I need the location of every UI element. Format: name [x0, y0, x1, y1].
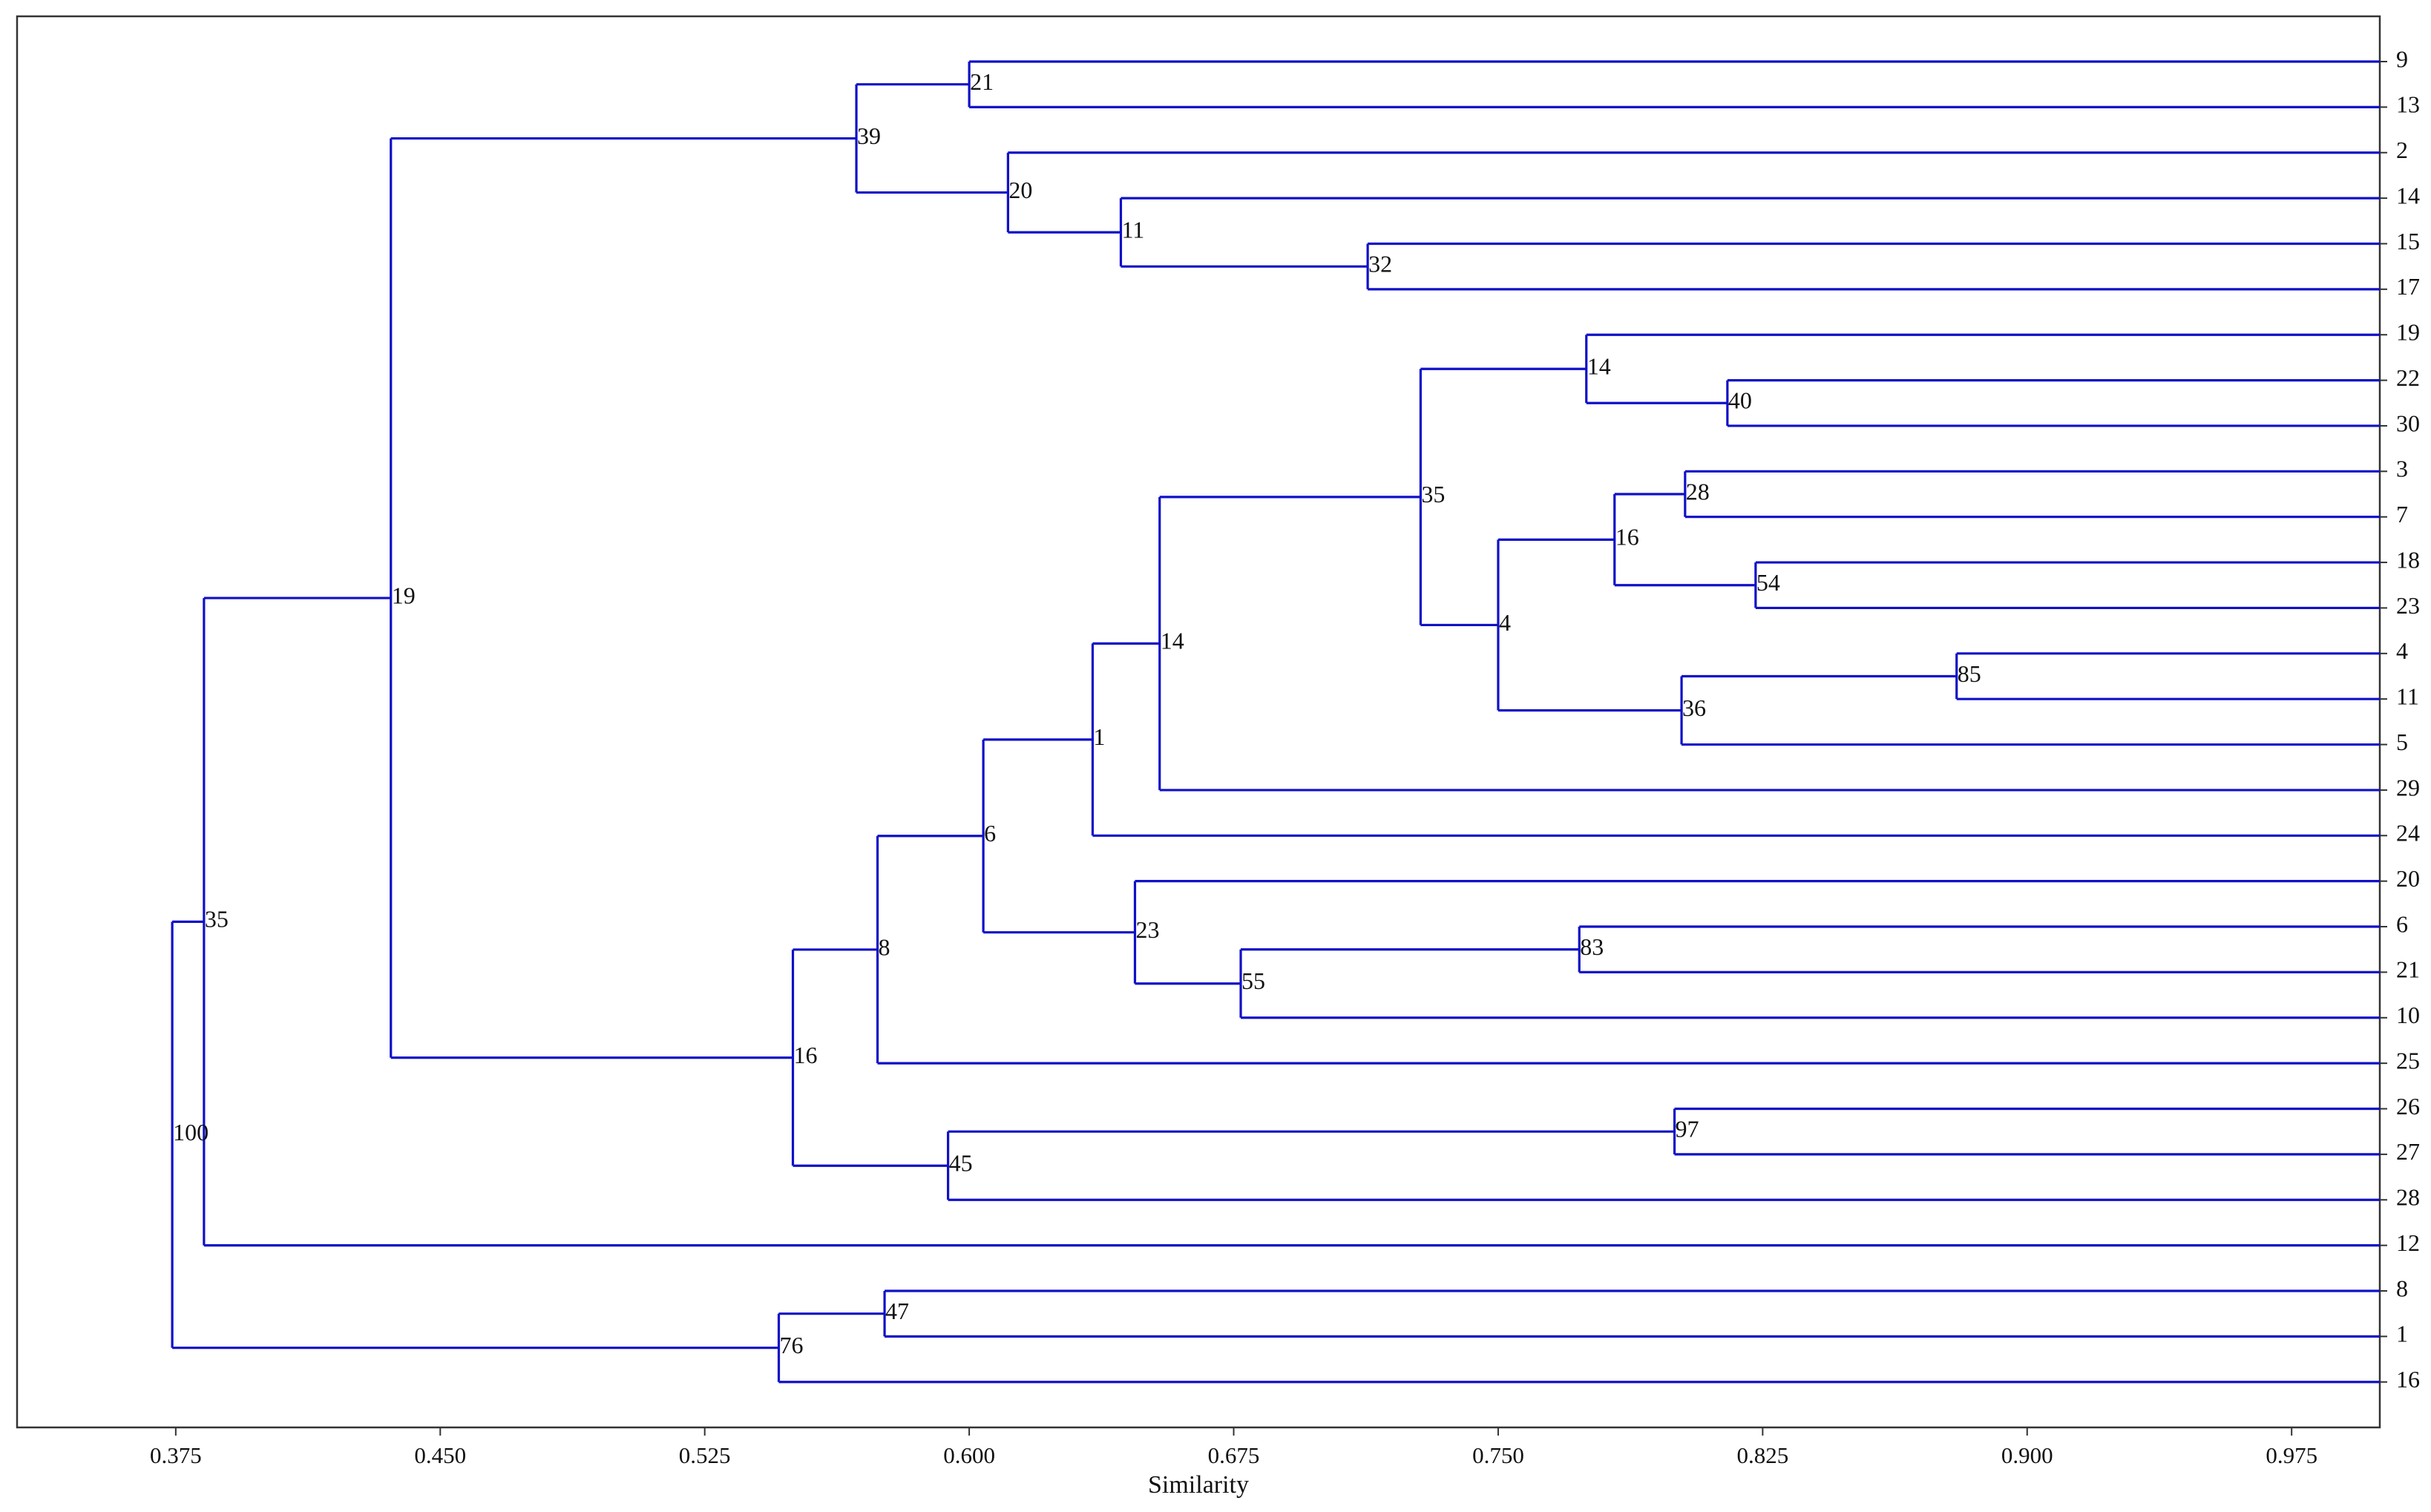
x-tick-label: 0.450 [414, 1442, 466, 1468]
x-axis-title: Similarity [1148, 1471, 1249, 1499]
leaf-label: 4 [2396, 637, 2408, 664]
node-label: 54 [1756, 569, 1780, 596]
leaf-label: 28 [2396, 1184, 2420, 1211]
node-label: 35 [205, 906, 229, 933]
node-label: 36 [1682, 694, 1706, 721]
node-label: 40 [1728, 387, 1752, 414]
leaf-label: 2 [2396, 137, 2408, 163]
leaf-label: 10 [2396, 1002, 2420, 1028]
node-label: 11 [1121, 216, 1144, 243]
leaf-label: 1 [2396, 1321, 2408, 1347]
leaf-label: 19 [2396, 319, 2420, 346]
leaf-label: 21 [2396, 956, 2420, 983]
node-label: 32 [1368, 251, 1392, 277]
node-label: 76 [779, 1332, 803, 1358]
dendrogram-links [171, 60, 2380, 1384]
leaf-label: 7 [2396, 501, 2408, 527]
plot-frame [16, 15, 2381, 1429]
x-tick-label: 0.975 [2266, 1442, 2317, 1468]
leaf-labels: 9132141517192230371823411529242062110252… [2380, 45, 2420, 1393]
leaf-label: 16 [2396, 1366, 2420, 1393]
leaf-label: 24 [2396, 820, 2420, 847]
leaf-label: 12 [2396, 1229, 2420, 1256]
node-label: 6 [984, 820, 996, 847]
node-label: 19 [392, 582, 416, 608]
x-tick-label: 0.900 [2001, 1442, 2053, 1468]
node-label: 35 [1421, 481, 1445, 507]
leaf-label: 5 [2396, 729, 2408, 755]
node-label: 83 [1580, 933, 1604, 960]
node-label: 16 [793, 1042, 817, 1068]
node-label: 4 [1499, 609, 1511, 636]
x-tick-label: 0.600 [943, 1442, 995, 1468]
leaf-label: 8 [2396, 1275, 2408, 1301]
x-axis: 0.375 0.450 0.525 0.600 0.675 0.750 0.825 0.900… [150, 1427, 2317, 1468]
leaf-label: 30 [2396, 410, 2420, 436]
x-tick-label: 0.750 [1472, 1442, 1524, 1468]
leaf-label: 27 [2396, 1138, 2420, 1165]
x-tick-label: 0.525 [679, 1442, 731, 1468]
leaf-label: 22 [2396, 364, 2420, 391]
leaf-label: 13 [2396, 91, 2420, 118]
leaf-label: 3 [2396, 456, 2408, 482]
node-label: 39 [857, 122, 881, 149]
node-label: 14 [1587, 353, 1611, 380]
leaf-label: 6 [2396, 910, 2408, 937]
node-label: 47 [885, 1298, 909, 1324]
leaf-label: 20 [2396, 865, 2420, 892]
node-label: 14 [1161, 628, 1184, 654]
node-label: 28 [1686, 478, 1710, 504]
node-label: 8 [879, 933, 890, 960]
leaf-label: 23 [2396, 592, 2420, 619]
x-tick-label: 0.825 [1736, 1442, 1788, 1468]
node-label: 97 [1676, 1116, 1699, 1143]
node-labels: 21 32 11 20 39 40 14 28 54 16 85 36 4 35 14 1 83 55 23 6 8 97… [173, 68, 1981, 1358]
node-label: 16 [1615, 524, 1639, 550]
leaf-label: 25 [2396, 1047, 2420, 1074]
node-label: 1 [1093, 723, 1105, 750]
leaf-label: 9 [2396, 45, 2408, 72]
leaf-label: 11 [2396, 683, 2419, 710]
leaf-label: 17 [2396, 273, 2420, 300]
node-label: 100 [173, 1119, 209, 1145]
node-label: 21 [970, 68, 994, 95]
leaf-label: 15 [2396, 228, 2420, 254]
leaf-label: 26 [2396, 1093, 2420, 1120]
x-tick-label: 0.375 [150, 1442, 202, 1468]
node-label: 85 [1958, 660, 1981, 687]
leaf-label: 14 [2396, 182, 2420, 208]
leaf-label: 29 [2396, 774, 2420, 801]
leaf-label: 18 [2396, 546, 2420, 573]
node-label: 45 [949, 1150, 973, 1177]
node-label: 23 [1135, 916, 1159, 943]
x-tick-label: 0.675 [1208, 1442, 1260, 1468]
node-label: 20 [1008, 177, 1032, 203]
node-label: 55 [1241, 967, 1265, 994]
